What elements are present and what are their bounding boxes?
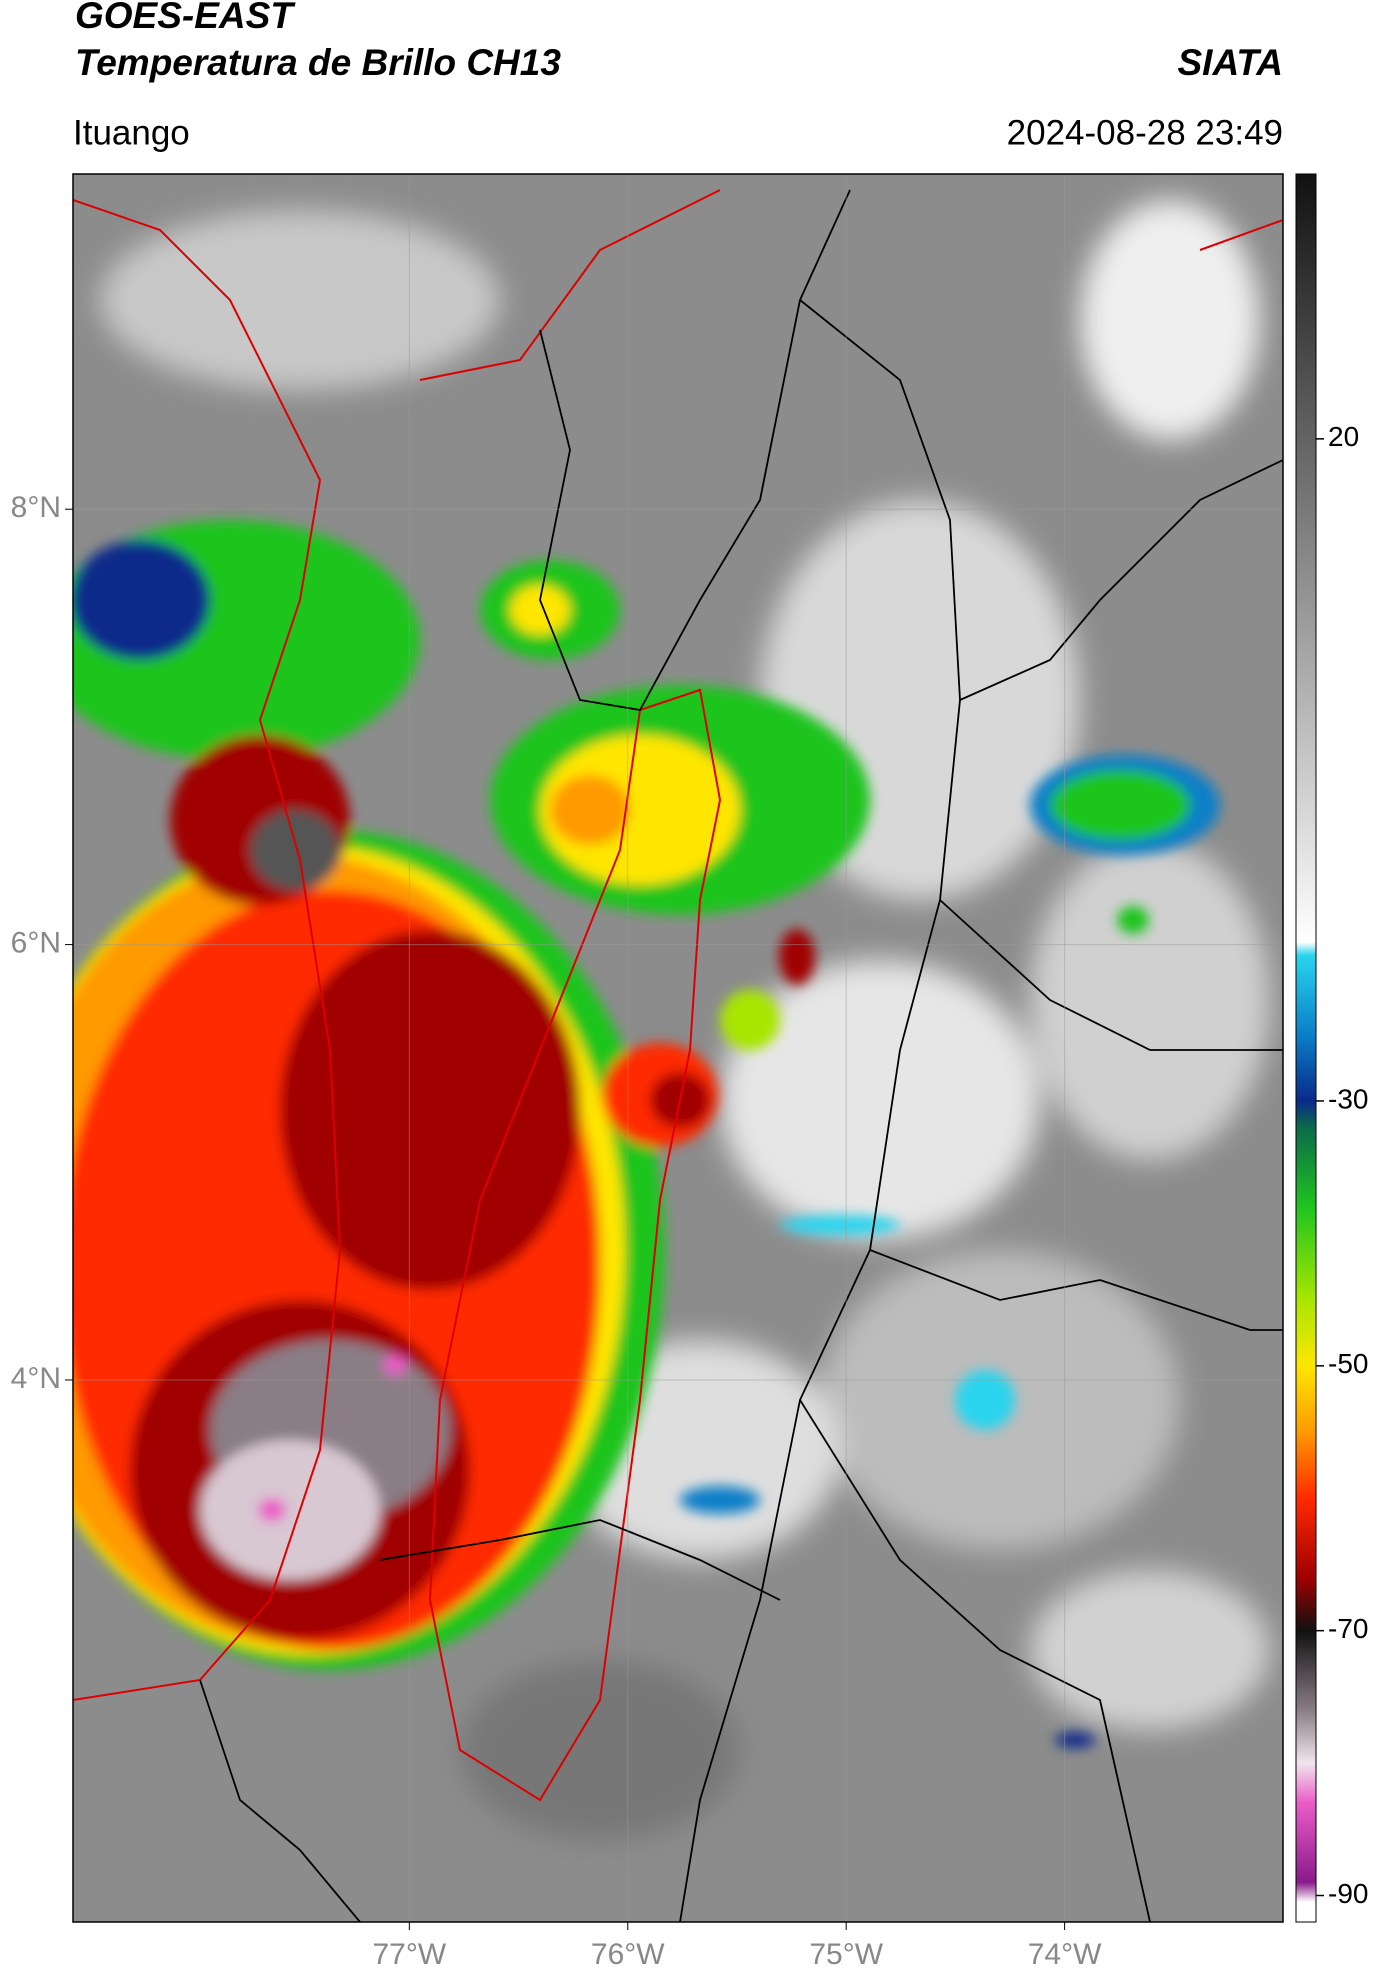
y-tick-label: 4°N: [11, 1362, 61, 1395]
map-frame: [72, 173, 1284, 1923]
source: SIATA: [1177, 42, 1283, 83]
y-tick-label: 8°N: [11, 491, 61, 524]
x-tick-label: 77°W: [373, 1938, 447, 1971]
datetime: 2024-08-28 23:49: [1007, 113, 1283, 152]
colorbar-tick-label: -50: [1328, 1348, 1368, 1379]
title: GOES-EAST: [75, 0, 296, 36]
colorbar-tick-label: 20: [1328, 421, 1359, 452]
place: Ituango: [73, 113, 190, 152]
x-tick-label: 75°W: [809, 1938, 883, 1971]
x-tick-label: 76°W: [591, 1938, 665, 1971]
satellite-image: [73, 174, 1283, 1922]
colorbar: [1295, 173, 1317, 1923]
graticule: [73, 174, 1283, 1922]
y-tick-label: 6°N: [11, 927, 61, 960]
colorbar-tick-label: -30: [1328, 1083, 1368, 1114]
subtitle: Temperatura de Brillo CH13: [75, 42, 561, 83]
colorbar-tick-label: -90: [1328, 1878, 1368, 1909]
colorbar-tick-label: -70: [1328, 1613, 1368, 1644]
x-tick-label: 74°W: [1028, 1938, 1102, 1971]
